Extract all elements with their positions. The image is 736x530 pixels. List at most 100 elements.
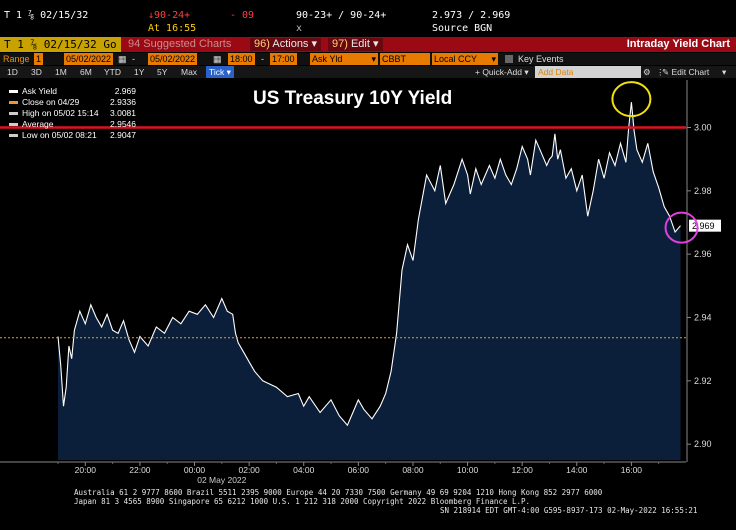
legend-item[interactable]: Close on 04/29 2.9336	[8, 97, 136, 108]
security-field[interactable]: T 1 ⅞ 02/15/32 Go	[0, 37, 121, 52]
suggested-charts-button[interactable]: 94 Suggested Charts	[128, 38, 232, 50]
period-1m-button[interactable]: 1M	[55, 67, 67, 77]
add-data-input[interactable]: Add Data	[535, 66, 641, 78]
chart-area[interactable]: 2.90 2.92 2.94 2.96 2.98 3.00 2.969 20:00 22:00 0…	[0, 80, 736, 485]
y-tick-label: 2.90	[694, 439, 712, 449]
y-tick-label: 2.96	[694, 249, 712, 259]
chart-settings-icon[interactable]: ⚙	[643, 67, 651, 77]
legend-item[interactable]: Ask Yield 2.969	[8, 86, 136, 97]
chart-menu-icon[interactable]: ⋮	[656, 67, 665, 77]
range-number-field[interactable]: 1	[34, 53, 44, 65]
last-annotation-circle	[664, 211, 699, 244]
calendar-icon[interactable]: ▦	[213, 54, 222, 64]
chevron-down-icon: ▾	[373, 38, 379, 50]
quote-ticker[interactable]: T 1 ⅞ 02/15/32	[4, 10, 89, 21]
field-select[interactable]: Ask Yld ▾	[310, 53, 378, 65]
x-tick-label: 12:00	[512, 465, 534, 475]
pencil-icon: ✎	[662, 67, 670, 77]
legend-label: High on 05/02 15:14	[22, 108, 99, 118]
time-separator: -	[261, 54, 264, 64]
x-tick-label: 04:00	[293, 465, 315, 475]
footer-copyright-line: Japan 81 3 4565 8900 Singapore 65 6212 1…	[74, 497, 531, 506]
last-value-label: 2.969	[692, 221, 715, 231]
time-to-field[interactable]: 17:00	[270, 53, 297, 65]
time-from-field[interactable]: 18:00	[228, 53, 255, 65]
footer-session-line: SN 218914 EDT GMT-4:00 G595-8937-173 02-…	[440, 506, 698, 515]
period-6m-button[interactable]: 6M	[80, 67, 92, 77]
currency-select-value: Local CCY	[434, 54, 478, 64]
y-tick-label: 3.00	[694, 123, 712, 133]
calendar-icon[interactable]: ▦	[118, 54, 127, 64]
quote-spread-short: x	[296, 23, 303, 34]
legend-value: 2.9047	[110, 130, 136, 140]
x-tick-label: 14:00	[566, 465, 588, 475]
quote-price: ↓90-24+	[148, 10, 191, 21]
legend-value: 2.9336	[110, 97, 136, 107]
period-max-button[interactable]: Max	[181, 67, 198, 77]
chart-title: US Treasury 10Y Yield	[253, 88, 453, 109]
quick-add-button[interactable]: + Quick-Add ▾	[475, 66, 529, 78]
quote-strip: T 1 ⅞ 02/15/32 ↓90-24+ - 09 90-23+ / 90-…	[0, 0, 736, 36]
legend-label: Ask Yield	[22, 86, 57, 96]
chevron-down-icon: ▾	[491, 54, 496, 64]
yield-area	[58, 102, 681, 460]
settings-bar: Range 1 05/02/2022 ▦ - 05/02/2022 ▦ 18:0…	[0, 53, 736, 65]
quick-add-label: + Quick-Add	[475, 67, 523, 77]
x-tick-label: 10:00	[457, 465, 479, 475]
legend-item[interactable]: Low on 05/02 08:21 2.9047	[8, 130, 136, 141]
currency-select[interactable]: Local CCY ▾	[432, 53, 498, 65]
chevron-down-icon: ▾	[524, 67, 529, 77]
chart-legend: Ask Yield 2.969 Close on 04/29 2.9336 High o…	[8, 86, 136, 141]
source-field[interactable]: CBBT	[380, 53, 430, 65]
field-select-value: Ask Yld	[312, 54, 343, 64]
chevron-down-icon[interactable]: ▾	[722, 67, 727, 77]
period-ytd-button[interactable]: YTD	[104, 67, 121, 77]
legend-value: 3.0081	[110, 108, 136, 118]
edit-number: 97)	[332, 38, 348, 50]
quote-source: Source BGN	[432, 23, 493, 34]
quote-bid-ask: 90-23+ / 90-24+	[296, 10, 387, 21]
period-1y-button[interactable]: 1Y	[134, 67, 145, 77]
period-3d-button[interactable]: 3D	[31, 67, 42, 77]
high-annotation-circle	[611, 81, 652, 118]
edit-label: Edit	[350, 38, 370, 50]
chevron-down-icon: ▾	[311, 38, 318, 50]
command-bar: T 1 ⅞ 02/15/32 Go 94 Suggested Charts 96…	[0, 37, 736, 52]
actions-label: Actions	[272, 38, 309, 50]
yield-chart[interactable]: 2.90 2.92 2.94 2.96 2.98 3.00 2.969 20:00 22:00 0…	[0, 80, 736, 485]
legend-swatch	[9, 101, 18, 104]
date-to-field[interactable]: 05/02/2022	[148, 53, 198, 65]
x-tick-label: 00:00	[184, 465, 206, 475]
actions-number: 96)	[254, 38, 270, 50]
x-tick-label: 22:00	[129, 465, 151, 475]
legend-item[interactable]: High on 05/02 15:14 3.0081	[8, 108, 136, 119]
screen-title: Intraday Yield Chart	[626, 38, 730, 50]
footer: Australia 61 2 9777 8600 Brazil 5511 239…	[0, 486, 736, 530]
key-events-label: Key Events	[518, 54, 564, 64]
legend-label: Average	[22, 119, 54, 129]
actions-menu[interactable]: 96) Actions ▾	[250, 38, 322, 51]
chart-toolbar: 1D 3D 1M 6M YTD 1Y 5Y Max Tick ▾ + Quick…	[0, 66, 736, 78]
legend-item[interactable]: Average 2.9546	[8, 119, 136, 130]
legend-value: 2.969	[114, 86, 136, 96]
date-from-field[interactable]: 05/02/2022	[64, 53, 114, 65]
footer-contacts-line: Australia 61 2 9777 8600 Brazil 5511 239…	[74, 488, 603, 497]
edit-chart-button[interactable]: ✎ Edit Chart	[662, 66, 709, 78]
x-tick-label: 02:00	[238, 465, 260, 475]
legend-swatch	[9, 123, 18, 126]
edit-menu[interactable]: 97) Edit ▾	[328, 38, 383, 51]
key-events-checkbox[interactable]	[505, 55, 513, 63]
quote-time: At 16:55	[148, 23, 197, 34]
legend-swatch	[9, 134, 18, 137]
edit-chart-label: Edit Chart	[671, 67, 710, 77]
quote-yields: 2.973 / 2.969	[432, 10, 511, 21]
period-5y-button[interactable]: 5Y	[157, 67, 168, 77]
period-1d-button[interactable]: 1D	[7, 67, 18, 77]
chevron-down-icon: ▾	[371, 54, 376, 64]
legend-value: 2.9546	[110, 119, 136, 129]
tick-select[interactable]: Tick ▾	[206, 66, 234, 78]
y-tick-label: 2.98	[694, 186, 712, 196]
yield-line[interactable]	[57, 102, 681, 427]
x-axis-date-label: 02 May 2022	[197, 475, 246, 485]
tick-select-value: Tick	[209, 67, 225, 77]
